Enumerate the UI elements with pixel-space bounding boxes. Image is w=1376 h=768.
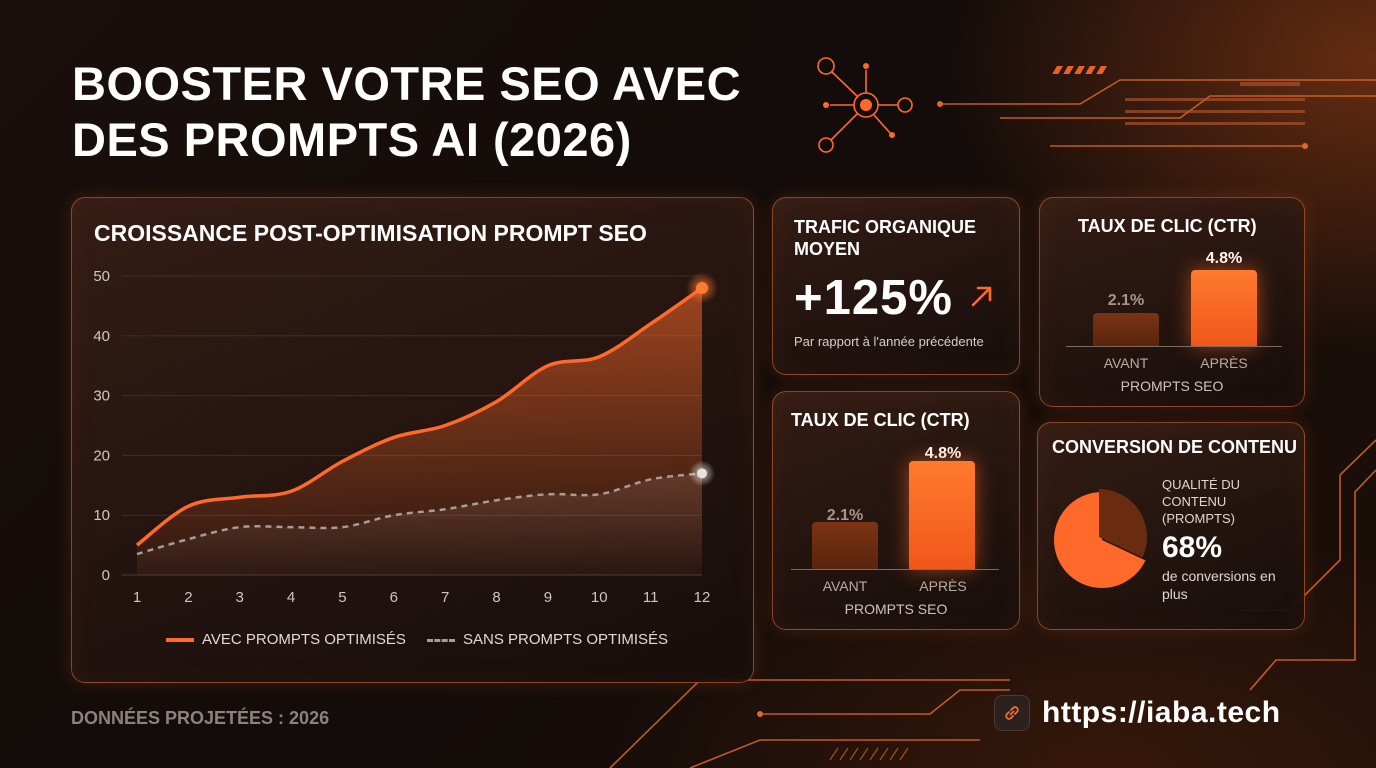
conversion-percent: 68% [1162,531,1223,564]
conversion-quality-label: QUALITÉ DU CONTENU (PROMPTS) [1162,477,1241,526]
ctr-axis-label: PROMPTS SEO [1120,378,1224,394]
ctr-axis-label: PROMPTS SEO [844,601,948,617]
x-tick-label: 10 [591,589,608,606]
ctr-category-before: AVANT [822,578,868,594]
ctr-before-bar [1093,312,1159,346]
series-without-line [136,472,703,556]
y-tick-label: 10 [93,507,110,524]
x-tick-label: 9 [544,589,552,606]
ctr-after-label: 4.8% [924,445,962,462]
ctr-card-top: TAUX DE CLIC (CTR) 2.1% 4.8% AVANT APRÈS… [1039,197,1305,407]
ctr-title: TAUX DE CLIC (CTR) [791,410,970,430]
traffic-card: TRAFIC ORGANIQUE MOYEN +125% Par rapport… [772,197,1020,375]
x-tick-label: 3 [236,589,244,606]
x-tick-label: 5 [338,589,346,606]
ctr-category-before: AVANT [1103,355,1149,371]
traffic-title: TRAFIC ORGANIQUE MOYEN [794,217,976,259]
ctr-after-bar [909,461,975,569]
ctr-before-label: 2.1% [826,507,864,524]
x-tick-label: 7 [441,589,449,606]
y-tick-label: 40 [93,328,110,345]
website-url[interactable]: https://iaba.tech [1042,696,1281,729]
ctr-before-bar [812,521,878,569]
pie-slice-rest [1099,489,1147,558]
x-tick-label: 1 [133,589,141,606]
series-with-area [137,287,702,575]
y-tick-label: 20 [93,447,110,464]
x-tick-label: 8 [492,589,500,606]
pie-slice-conversions [1054,492,1146,588]
x-tick-label: 12 [694,589,711,606]
conversion-card: CONVERSION DE CONTENU QUALITÉ DU CONTENU… [1037,422,1305,630]
ctr-baseline [1066,346,1282,347]
y-tick-label: 0 [102,567,110,584]
ctr-title: TAUX DE CLIC (CTR) [1078,216,1257,236]
series-with-line [135,286,704,547]
ctr-category-after: APRÈS [919,578,967,594]
ctr-after-label: 4.8% [1205,250,1243,267]
conversion-pie-chart [1054,489,1147,588]
legend-with-prompts: AVEC PROMPTS OPTIMISÉS [166,631,406,648]
y-tick-label: 50 [93,268,110,285]
conversion-subtitle: de conversions en plus [1162,568,1276,602]
legend-label-with: AVEC PROMPTS OPTIMISÉS [202,631,406,648]
ctr-after-bar [1191,270,1257,346]
traffic-subtitle: Par rapport à l'année précédente [794,334,984,349]
legend-without-prompts: SANS PROMPTS OPTIMISÉS [427,631,668,648]
legend-swatch-with [166,638,194,643]
ctr-card-bottom: TAUX DE CLIC (CTR) 2.1% 4.8% AVANT APRÈS… [772,391,1020,630]
ctr-baseline [791,569,999,570]
x-tick-label: 2 [184,589,192,606]
y-tick-label: 30 [93,388,110,405]
series-with-end-point [696,281,708,294]
traffic-value: +125% [794,271,953,325]
conversion-title: CONVERSION DE CONTENU [1052,437,1298,457]
footer-note: DONNÉES PROJETÉES : 2026 [71,708,330,728]
x-tick-label: 11 [643,589,659,606]
legend-swatch-without [427,638,455,642]
legend-label-without: SANS PROMPTS OPTIMISÉS [463,631,669,648]
link-icon [994,695,1030,731]
growth-chart-card: CROISSANCE POST-OPTIMISATION PROMPT SEO … [71,197,754,683]
arrow-up-right-icon [971,286,992,307]
series-without-end-point [697,468,707,479]
ctr-before-label: 2.1% [1107,292,1145,309]
x-tick-label: 6 [390,589,398,606]
website-link[interactable]: https://iaba.tech [994,695,1281,731]
ctr-category-after: APRÈS [1200,355,1248,371]
growth-chart-title: CROISSANCE POST-OPTIMISATION PROMPT SEO [94,220,647,246]
x-tick-label: 4 [287,589,295,606]
page-title: BOOSTER VOTRE SEO AVEC DES PROMPTS AI (2… [72,57,742,166]
